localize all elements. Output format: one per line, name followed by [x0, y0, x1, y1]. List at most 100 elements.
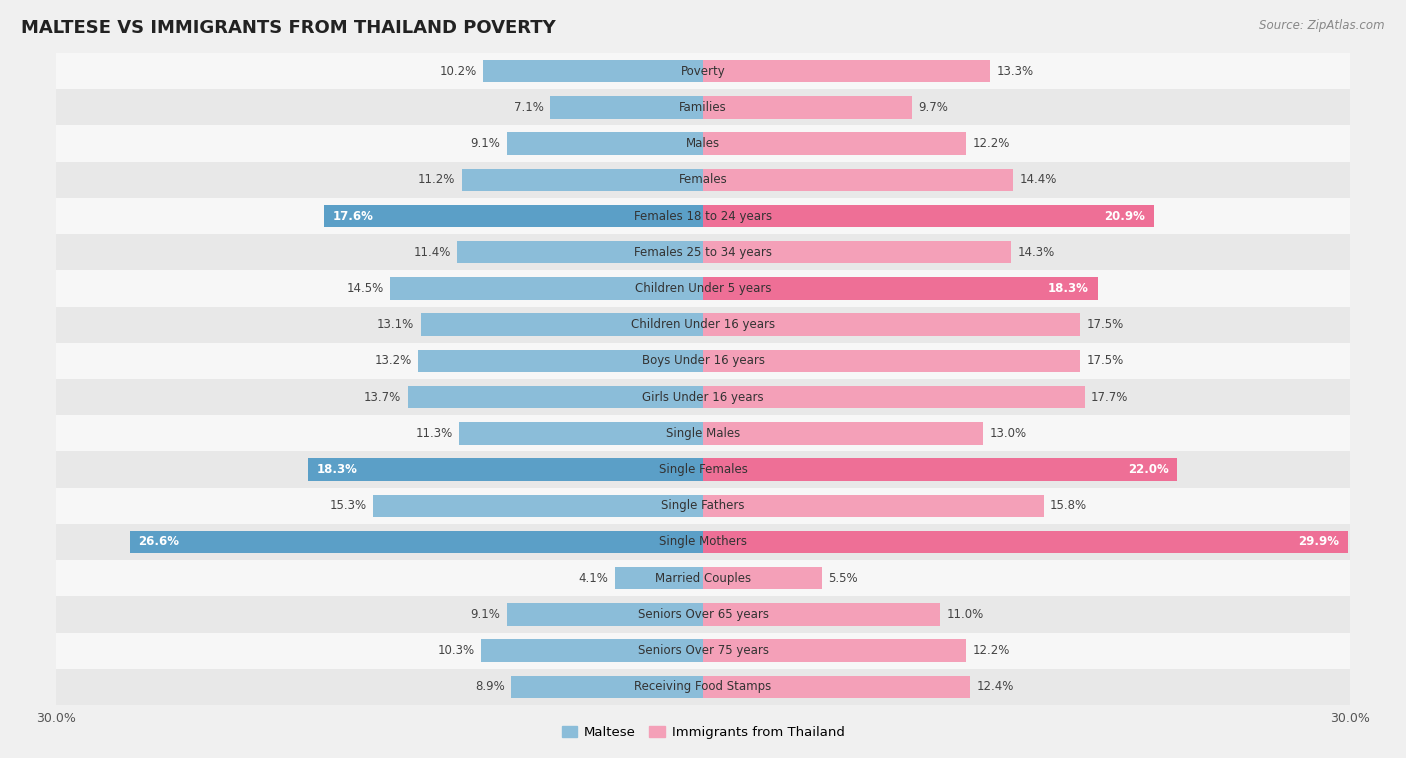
Text: 11.0%: 11.0% — [946, 608, 984, 621]
Bar — [703, 386, 1084, 409]
Text: 14.5%: 14.5% — [347, 282, 384, 295]
Bar — [457, 241, 703, 264]
Bar — [703, 205, 1153, 227]
Text: 20.9%: 20.9% — [1104, 209, 1144, 223]
Text: 11.2%: 11.2% — [418, 174, 456, 186]
Text: Single Females: Single Females — [658, 463, 748, 476]
Bar — [703, 60, 990, 83]
Bar — [373, 494, 703, 517]
Text: 13.2%: 13.2% — [375, 355, 412, 368]
Text: Source: ZipAtlas.com: Source: ZipAtlas.com — [1260, 19, 1385, 32]
Text: 4.1%: 4.1% — [578, 572, 609, 584]
Bar — [506, 603, 703, 625]
Text: Receiving Food Stamps: Receiving Food Stamps — [634, 681, 772, 694]
Text: Single Fathers: Single Fathers — [661, 500, 745, 512]
Bar — [460, 422, 703, 444]
Text: 13.0%: 13.0% — [990, 427, 1026, 440]
Bar — [56, 487, 1350, 524]
Bar — [56, 126, 1350, 161]
Text: 12.4%: 12.4% — [977, 681, 1014, 694]
Text: Females 18 to 24 years: Females 18 to 24 years — [634, 209, 772, 223]
Text: MALTESE VS IMMIGRANTS FROM THAILAND POVERTY: MALTESE VS IMMIGRANTS FROM THAILAND POVE… — [21, 19, 555, 37]
Text: 18.3%: 18.3% — [1047, 282, 1088, 295]
Text: 5.5%: 5.5% — [828, 572, 858, 584]
Text: 13.3%: 13.3% — [997, 64, 1033, 77]
Bar — [56, 343, 1350, 379]
Text: 13.7%: 13.7% — [364, 390, 401, 403]
Text: Males: Males — [686, 137, 720, 150]
Bar — [461, 168, 703, 191]
Bar — [703, 640, 966, 662]
Bar — [420, 314, 703, 336]
Text: 17.6%: 17.6% — [332, 209, 373, 223]
Bar — [703, 531, 1347, 553]
Bar — [56, 234, 1350, 271]
Text: Seniors Over 65 years: Seniors Over 65 years — [637, 608, 769, 621]
Bar — [56, 632, 1350, 669]
Text: 11.4%: 11.4% — [413, 246, 451, 258]
Bar — [550, 96, 703, 118]
Text: 8.9%: 8.9% — [475, 681, 505, 694]
Bar — [56, 306, 1350, 343]
Bar — [419, 349, 703, 372]
Text: 7.1%: 7.1% — [513, 101, 544, 114]
Bar — [56, 53, 1350, 89]
Legend: Maltese, Immigrants from Thailand: Maltese, Immigrants from Thailand — [557, 720, 849, 744]
Text: 12.2%: 12.2% — [973, 644, 1010, 657]
Bar — [129, 531, 703, 553]
Bar — [408, 386, 703, 409]
Text: Single Males: Single Males — [666, 427, 740, 440]
Text: 9.1%: 9.1% — [471, 608, 501, 621]
Text: Girls Under 16 years: Girls Under 16 years — [643, 390, 763, 403]
Text: Families: Families — [679, 101, 727, 114]
Bar — [703, 675, 970, 698]
Bar — [703, 168, 1014, 191]
Text: 15.3%: 15.3% — [329, 500, 367, 512]
Bar — [703, 494, 1043, 517]
Bar — [703, 133, 966, 155]
Bar — [484, 60, 703, 83]
Bar — [614, 567, 703, 590]
Bar — [703, 277, 1098, 299]
Text: 15.8%: 15.8% — [1050, 500, 1087, 512]
Text: Poverty: Poverty — [681, 64, 725, 77]
Text: 14.3%: 14.3% — [1018, 246, 1054, 258]
Text: Married Couples: Married Couples — [655, 572, 751, 584]
Bar — [481, 640, 703, 662]
Bar — [323, 205, 703, 227]
Text: Females 25 to 34 years: Females 25 to 34 years — [634, 246, 772, 258]
Bar — [56, 89, 1350, 126]
Text: 17.5%: 17.5% — [1087, 318, 1123, 331]
Bar — [391, 277, 703, 299]
Bar — [56, 379, 1350, 415]
Text: 26.6%: 26.6% — [138, 535, 179, 549]
Text: Females: Females — [679, 174, 727, 186]
Bar — [703, 96, 912, 118]
Text: 9.1%: 9.1% — [471, 137, 501, 150]
Bar — [703, 603, 941, 625]
Bar — [56, 452, 1350, 487]
Bar — [703, 241, 1011, 264]
Text: Children Under 5 years: Children Under 5 years — [634, 282, 772, 295]
Bar — [56, 415, 1350, 452]
Text: 17.5%: 17.5% — [1087, 355, 1123, 368]
Text: Single Mothers: Single Mothers — [659, 535, 747, 549]
Text: Seniors Over 75 years: Seniors Over 75 years — [637, 644, 769, 657]
Text: Children Under 16 years: Children Under 16 years — [631, 318, 775, 331]
Text: 29.9%: 29.9% — [1298, 535, 1339, 549]
Text: 14.4%: 14.4% — [1019, 174, 1057, 186]
Bar — [56, 161, 1350, 198]
Bar — [56, 669, 1350, 705]
Text: Boys Under 16 years: Boys Under 16 years — [641, 355, 765, 368]
Text: 13.1%: 13.1% — [377, 318, 415, 331]
Bar — [308, 459, 703, 481]
Bar — [56, 560, 1350, 597]
Text: 22.0%: 22.0% — [1128, 463, 1168, 476]
Text: 18.3%: 18.3% — [318, 463, 359, 476]
Bar — [703, 349, 1080, 372]
Bar — [703, 422, 983, 444]
Bar — [703, 459, 1177, 481]
Bar — [703, 567, 821, 590]
Text: 9.7%: 9.7% — [918, 101, 949, 114]
Text: 10.3%: 10.3% — [437, 644, 474, 657]
